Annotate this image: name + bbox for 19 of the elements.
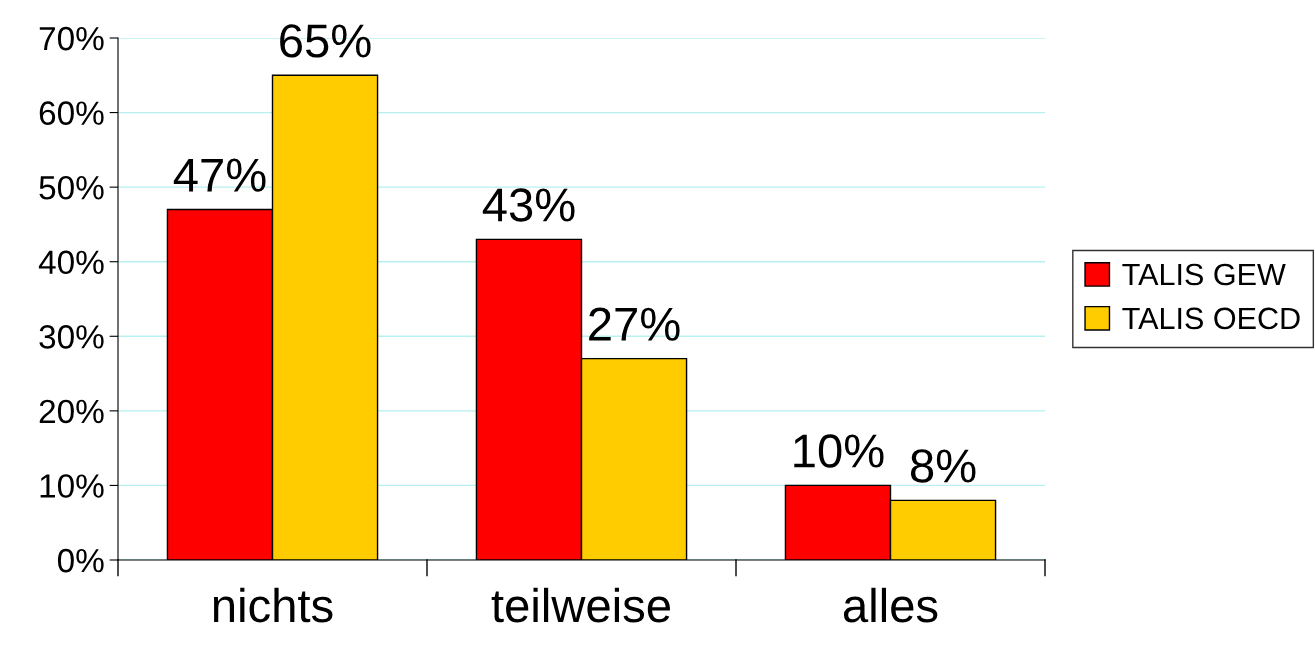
data-label: 65%	[280, 24, 371, 58]
y-tick-label: 40%	[38, 250, 104, 275]
y-tick-label: 30%	[39, 325, 104, 349]
data-label: 10%	[794, 434, 884, 468]
y-tick-label: 50%	[39, 175, 104, 200]
data-label: 27%	[589, 307, 680, 341]
data-label: 47%	[173, 158, 266, 192]
x-tick-label: alles	[843, 587, 938, 623]
x-tick-label: teilweise	[491, 587, 670, 623]
y-tick-label: 10%	[40, 474, 104, 498]
x-tick-label: nichts	[213, 587, 333, 623]
y-tick-label: 60%	[39, 101, 104, 125]
legend-label: TALIS OECD	[1122, 307, 1300, 330]
legend-label: TALIS GEW	[1122, 263, 1286, 286]
data-label: 8%	[910, 449, 976, 483]
y-tick-label: 20%	[39, 399, 104, 424]
y-tick-label: 70%	[39, 26, 104, 51]
y-tick-label: 0%	[57, 548, 104, 573]
data-label: 43%	[482, 188, 575, 222]
